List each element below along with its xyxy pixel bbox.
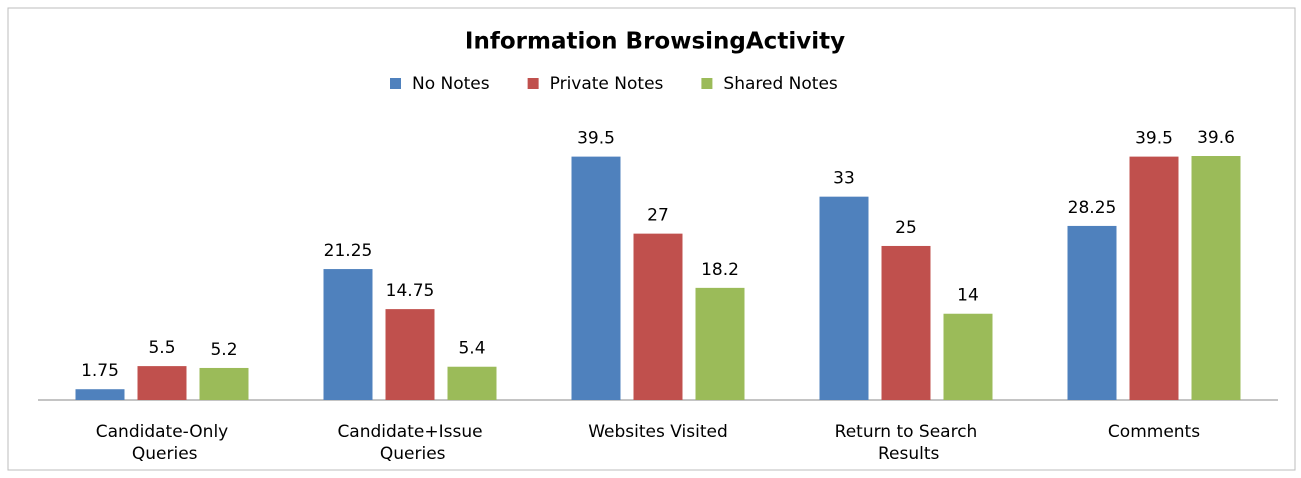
bar xyxy=(323,269,373,400)
bar xyxy=(385,309,435,400)
bar xyxy=(695,287,745,400)
data-label: 21.25 xyxy=(324,241,373,261)
chart-title: Information BrowsingActivity xyxy=(465,29,845,55)
data-label: 18.2 xyxy=(701,260,739,280)
data-label: 5.4 xyxy=(458,339,485,359)
bar xyxy=(881,245,931,400)
legend-label: Private Notes xyxy=(550,74,664,94)
bar xyxy=(1129,156,1179,400)
bar xyxy=(75,389,125,400)
legend-label: No Notes xyxy=(412,74,490,94)
x-tick-label: Return to Search Results xyxy=(835,422,978,464)
data-label: 25 xyxy=(895,218,917,238)
x-tick-label: Comments xyxy=(1108,422,1200,442)
bar xyxy=(199,367,249,400)
data-label: 14.75 xyxy=(386,281,435,301)
legend-swatch xyxy=(701,78,713,89)
x-tick-label: Candidate+Issue Queries xyxy=(337,422,482,464)
bar xyxy=(943,313,993,400)
bar xyxy=(447,366,497,400)
legend-label: Shared Notes xyxy=(723,74,837,94)
bar xyxy=(571,156,621,400)
data-label: 14 xyxy=(957,286,979,306)
bar xyxy=(1191,156,1241,400)
x-tick-label: Websites Visited xyxy=(588,422,728,442)
bar xyxy=(1067,225,1117,400)
data-label: 33 xyxy=(833,169,855,189)
data-label: 39.5 xyxy=(577,129,615,149)
data-label: 5.5 xyxy=(148,338,175,358)
data-label: 39.5 xyxy=(1135,129,1173,149)
bar xyxy=(137,366,187,400)
bar xyxy=(633,233,683,400)
data-label: 39.6 xyxy=(1197,128,1235,148)
data-label: 28.25 xyxy=(1068,198,1117,218)
legend-swatch xyxy=(527,78,539,89)
data-label: 27 xyxy=(647,206,669,226)
bar xyxy=(819,196,869,400)
data-label: 5.2 xyxy=(210,340,237,360)
data-label: 1.75 xyxy=(81,361,119,381)
x-tick-label: Candidate-Only Queries xyxy=(96,422,228,464)
legend-swatch xyxy=(390,78,401,89)
